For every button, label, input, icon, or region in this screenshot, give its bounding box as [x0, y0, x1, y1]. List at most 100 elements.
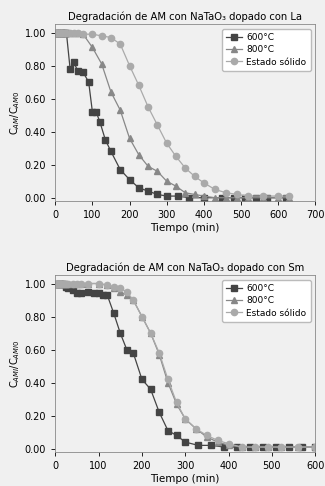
Title: Degradación de AM con NaTaO₃ dopado con La: Degradación de AM con NaTaO₃ dopado con …	[68, 12, 302, 22]
800°C	[224, 195, 228, 201]
600°C	[64, 30, 68, 35]
Estado sólido	[202, 180, 206, 186]
800°C	[175, 401, 178, 407]
Estado sólido	[62, 280, 66, 286]
800°C	[149, 330, 152, 336]
Estado sólido	[64, 30, 68, 35]
800°C	[213, 195, 217, 201]
600°C	[103, 137, 107, 143]
800°C	[276, 195, 280, 201]
800°C	[79, 280, 83, 286]
600°C	[261, 444, 265, 450]
600°C	[137, 185, 141, 191]
600°C	[76, 68, 80, 73]
800°C	[266, 444, 269, 450]
800°C	[109, 89, 113, 95]
600°C	[56, 280, 59, 286]
600°C	[254, 195, 258, 201]
800°C	[137, 152, 141, 157]
800°C	[125, 292, 129, 298]
800°C	[205, 434, 209, 440]
800°C	[235, 195, 239, 201]
800°C	[194, 426, 198, 432]
600°C	[57, 30, 61, 35]
Estado sólido	[125, 289, 129, 295]
800°C	[66, 280, 70, 286]
600°C	[146, 188, 150, 194]
Estado sólido	[109, 35, 113, 40]
800°C	[86, 280, 90, 286]
Estado sólido	[183, 416, 187, 422]
Estado sólido	[183, 165, 187, 171]
Estado sólido	[131, 297, 135, 303]
Estado sólido	[53, 280, 57, 286]
600°C	[68, 66, 72, 72]
600°C	[222, 444, 226, 450]
Estado sólido	[58, 280, 61, 286]
800°C	[63, 30, 67, 35]
600°C	[118, 330, 122, 336]
600°C	[175, 433, 178, 438]
Line: 800°C: 800°C	[52, 30, 292, 201]
800°C	[296, 444, 300, 450]
Estado sólido	[57, 30, 61, 35]
800°C	[253, 444, 256, 450]
Estado sólido	[79, 280, 83, 286]
600°C	[235, 444, 239, 450]
Estado sólido	[227, 441, 230, 447]
800°C	[193, 191, 197, 197]
Estado sólido	[53, 30, 57, 35]
800°C	[118, 107, 122, 113]
800°C	[76, 30, 80, 35]
Estado sólido	[213, 187, 217, 192]
600°C	[157, 409, 161, 415]
800°C	[240, 444, 243, 450]
Estado sólido	[194, 426, 198, 432]
600°C	[274, 444, 278, 450]
Estado sólido	[64, 280, 68, 286]
600°C	[131, 350, 135, 356]
800°C	[128, 135, 132, 141]
Estado sólido	[313, 444, 317, 450]
600°C	[165, 193, 169, 199]
600°C	[183, 439, 187, 445]
800°C	[166, 380, 170, 385]
Estado sólido	[205, 433, 209, 438]
600°C	[62, 280, 66, 286]
Estado sólido	[81, 31, 85, 37]
Estado sólido	[253, 444, 256, 450]
800°C	[246, 195, 250, 201]
800°C	[55, 30, 59, 35]
600°C	[287, 444, 291, 450]
Estado sólido	[105, 282, 109, 288]
Estado sólido	[240, 444, 243, 450]
600°C	[196, 442, 200, 448]
600°C	[66, 286, 70, 292]
600°C	[112, 311, 116, 316]
Estado sólido	[287, 193, 291, 199]
800°C	[261, 195, 265, 201]
800°C	[146, 163, 150, 169]
800°C	[59, 30, 63, 35]
600°C	[55, 30, 59, 35]
Estado sólido	[157, 350, 161, 356]
600°C	[53, 280, 57, 286]
800°C	[112, 286, 116, 292]
Estado sólido	[279, 444, 282, 450]
800°C	[279, 444, 282, 450]
600°C	[98, 119, 102, 125]
800°C	[174, 183, 178, 189]
600°C	[64, 284, 68, 290]
800°C	[100, 61, 104, 67]
600°C	[232, 195, 236, 201]
600°C	[187, 195, 191, 201]
Estado sólido	[97, 280, 100, 286]
Line: Estado sólido: Estado sólido	[52, 280, 318, 450]
Estado sólido	[112, 284, 116, 290]
Estado sólido	[75, 280, 79, 286]
Estado sólido	[296, 444, 300, 450]
800°C	[62, 280, 66, 286]
600°C	[63, 30, 67, 35]
Estado sólido	[56, 280, 59, 286]
Estado sólido	[71, 280, 74, 286]
